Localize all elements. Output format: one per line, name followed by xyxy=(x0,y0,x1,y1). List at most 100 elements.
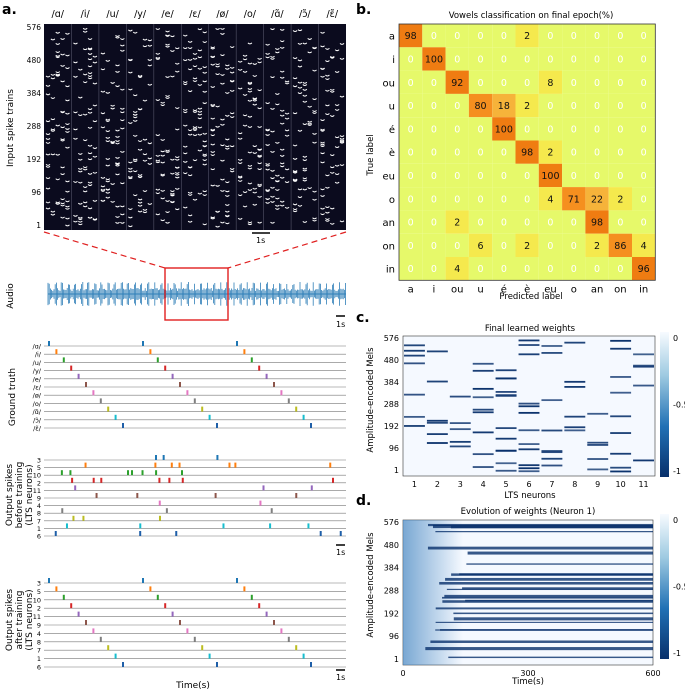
confusion-value: 0 xyxy=(617,54,623,65)
input-spike xyxy=(182,160,188,163)
input-spike xyxy=(297,86,303,89)
spike xyxy=(55,349,58,355)
confusion-value: 0 xyxy=(501,171,507,182)
confusion-x-tick: è xyxy=(524,283,530,295)
confusion-cell xyxy=(445,93,469,118)
input-spike xyxy=(284,168,290,171)
input-spike xyxy=(329,207,335,210)
confusion-value: 0 xyxy=(641,124,647,135)
input-spike xyxy=(160,189,166,192)
input-spike xyxy=(215,225,220,228)
ground-truth-label: Ground truth xyxy=(8,368,18,426)
input-spike xyxy=(115,135,120,138)
input-spike xyxy=(137,174,143,176)
input-spike xyxy=(307,38,313,40)
input-spike xyxy=(147,58,153,61)
input-spike xyxy=(55,201,61,204)
confusion-cell xyxy=(562,210,586,234)
input-spike xyxy=(197,126,203,129)
confusion-cell xyxy=(445,70,469,94)
vowel-label: /y/ xyxy=(134,9,147,20)
confusion-value: 4 xyxy=(454,264,460,275)
input-spike xyxy=(210,217,216,220)
input-spike xyxy=(292,157,298,160)
input-spike xyxy=(77,223,83,226)
input-spike xyxy=(87,65,93,68)
input-spike xyxy=(60,173,65,176)
spike xyxy=(55,586,58,592)
input-spike xyxy=(257,155,262,158)
evolution-y-tick: 384 xyxy=(384,564,399,573)
confusion-cell xyxy=(562,140,586,164)
input-spike xyxy=(100,68,106,71)
input-spike xyxy=(174,166,180,169)
after-label-2: after training xyxy=(15,590,25,649)
input-spike xyxy=(229,66,235,69)
input-spike xyxy=(128,161,133,164)
confusion-cell xyxy=(445,140,469,164)
evolution-band xyxy=(430,640,653,643)
input-spike xyxy=(339,137,345,140)
input-spike xyxy=(312,217,317,220)
spike xyxy=(54,531,57,536)
input-spike xyxy=(242,70,248,73)
raster-ylabel: Input spike trains xyxy=(6,89,16,167)
input-spike xyxy=(275,204,280,207)
input-spike xyxy=(147,64,153,67)
input-spike xyxy=(270,169,275,172)
input-spike xyxy=(202,90,208,93)
spike xyxy=(60,470,63,476)
confusion-value: 0 xyxy=(431,101,437,112)
input-spike xyxy=(275,92,280,95)
confusion-cell xyxy=(562,257,586,281)
input-spike xyxy=(237,60,243,63)
input-spike xyxy=(174,62,180,65)
confusion-cell xyxy=(562,117,586,141)
input-spike xyxy=(257,125,262,128)
input-spike xyxy=(128,177,133,180)
input-spike xyxy=(55,31,61,34)
input-spike xyxy=(120,221,125,224)
confusion-value: 0 xyxy=(594,148,600,159)
confusion-value: 0 xyxy=(594,264,600,275)
input-spike xyxy=(105,91,111,94)
spike xyxy=(164,365,167,371)
input-spike xyxy=(224,214,230,217)
confusion-cell xyxy=(515,93,539,118)
input-spike xyxy=(73,75,78,78)
weight-band xyxy=(564,426,586,429)
confusion-value: 0 xyxy=(617,78,623,89)
spike xyxy=(310,423,312,428)
spike xyxy=(92,390,95,396)
spike xyxy=(181,477,184,483)
input-spike xyxy=(45,120,51,123)
confusion-x-tick: u xyxy=(477,284,483,295)
input-spike xyxy=(132,111,138,113)
input-spike xyxy=(257,183,262,186)
spike xyxy=(62,357,65,363)
input-spike xyxy=(110,142,115,144)
input-spike xyxy=(292,77,298,80)
confusion-cell xyxy=(585,70,609,94)
input-spike xyxy=(142,208,148,211)
input-spike xyxy=(155,159,161,162)
confusion-y-tick: u xyxy=(389,102,395,113)
input-spike xyxy=(334,49,340,52)
confusion-value: 0 xyxy=(478,78,484,89)
input-spike xyxy=(87,172,93,175)
input-spike xyxy=(215,210,220,213)
input-spike xyxy=(160,154,166,157)
confusion-value: 0 xyxy=(501,241,507,252)
confusion-cell xyxy=(445,24,469,48)
input-spike xyxy=(160,173,166,176)
confusion-cell xyxy=(492,70,516,94)
confusion-value: 0 xyxy=(571,124,577,135)
confusion-value: 0 xyxy=(431,148,437,159)
input-spike xyxy=(128,122,133,124)
confusion-value: 0 xyxy=(641,148,647,159)
input-spike xyxy=(197,67,203,70)
input-spike xyxy=(224,190,230,193)
weight-band xyxy=(404,415,425,418)
input-spike xyxy=(155,134,161,136)
input-spike xyxy=(82,30,88,33)
